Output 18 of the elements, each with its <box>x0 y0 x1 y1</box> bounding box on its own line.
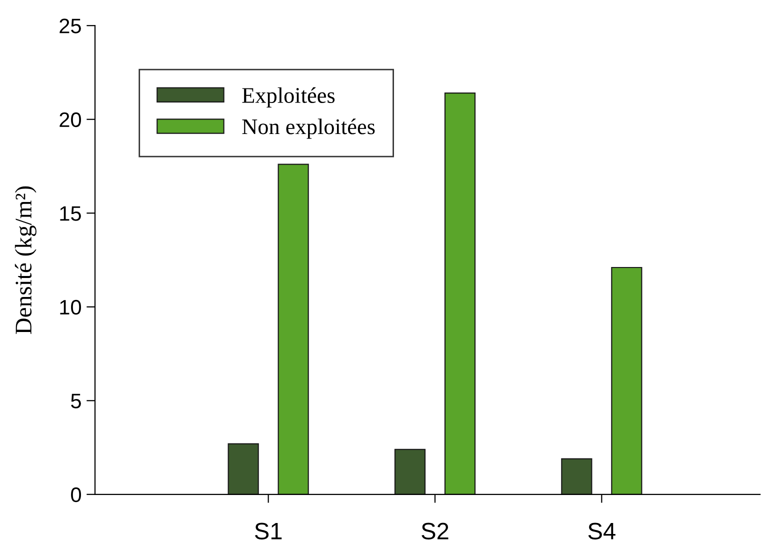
y-tick-label: 25 <box>60 18 81 34</box>
y-tick-label: 5 <box>71 394 81 408</box>
bar <box>444 92 476 494</box>
y-tick-label: 20 <box>60 112 81 128</box>
bar <box>278 164 309 494</box>
bar <box>561 458 592 494</box>
legend-label: Non exploitées <box>242 118 375 139</box>
y-tick-label: 15 <box>60 206 81 221</box>
x-tick-label: S2 <box>422 522 448 540</box>
y-tick-label: 10 <box>60 300 81 315</box>
x-tick-label: S1 <box>254 522 282 540</box>
x-tick-label: S4 <box>588 522 616 540</box>
bar <box>228 443 259 494</box>
bar <box>394 448 426 494</box>
y-tick-label: 0 <box>71 487 81 502</box>
legend-label: Exploitées <box>242 87 335 108</box>
y-axis-title: Densité (kg/m²) <box>14 186 36 334</box>
bar <box>611 266 642 494</box>
